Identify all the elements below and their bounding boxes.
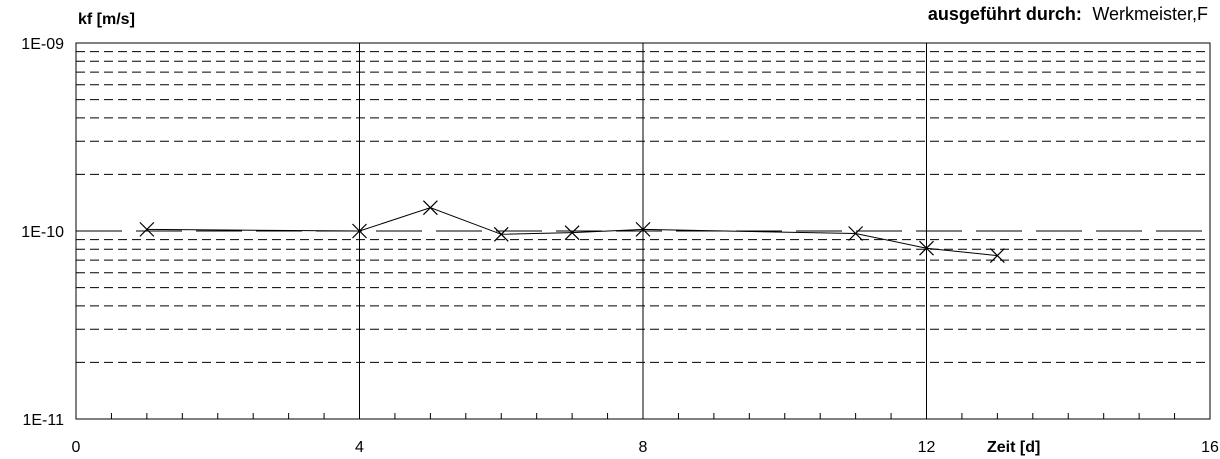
x-axis-label: Zeit [d] — [987, 439, 1040, 456]
y-tick-label: 1E-10 — [21, 224, 64, 241]
axis-layer: 0 4 8 12 16 1E-11 1E-10 1E-09 — [21, 36, 1219, 456]
marker-stroke — [848, 226, 864, 241]
marker-stroke — [564, 225, 580, 241]
marker-stroke — [139, 221, 155, 237]
marker-stroke — [989, 248, 1005, 264]
marker-stroke — [493, 226, 509, 242]
data-point-marker — [635, 221, 651, 237]
series-layer — [139, 200, 1005, 264]
marker-stroke — [352, 223, 367, 239]
header-performer-value: Werkmeister,F — [1092, 4, 1208, 24]
header-performer-label: ausgeführt durch: — [928, 4, 1082, 24]
marker-stroke — [635, 221, 651, 237]
data-point-marker — [139, 221, 155, 237]
marker-stroke — [422, 200, 438, 216]
x-tick-label: 0 — [72, 439, 81, 456]
x-tick-label: 4 — [355, 439, 364, 456]
data-point-marker — [493, 226, 509, 242]
x-tick-label: 16 — [1201, 439, 1219, 456]
header-performer: ausgeführt durch: Werkmeister,F — [928, 4, 1208, 24]
y-tick-label: 1E-11 — [22, 412, 64, 429]
data-point-marker — [564, 225, 580, 241]
data-point-marker — [919, 240, 934, 256]
x-tick-label: 8 — [639, 439, 648, 456]
data-point-marker — [422, 200, 438, 216]
data-point-marker — [989, 248, 1005, 264]
grid-layer — [76, 43, 1210, 419]
data-point-marker — [848, 226, 864, 241]
marker-stroke — [919, 240, 934, 256]
data-point-marker — [352, 223, 367, 239]
series-line — [146, 207, 998, 257]
y-axis-label: kf [m/s] — [78, 11, 135, 28]
x-tick-label: 12 — [918, 439, 936, 456]
y-tick-label: 1E-09 — [21, 36, 64, 53]
